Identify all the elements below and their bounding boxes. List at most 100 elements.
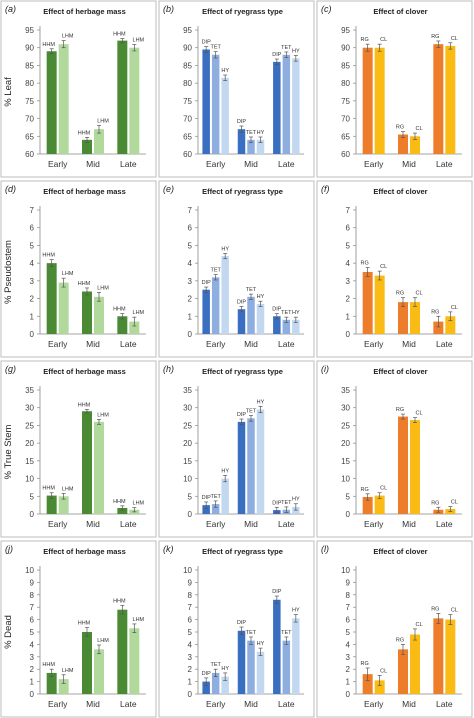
chart-title: Effect of clover — [373, 187, 427, 196]
bar — [129, 47, 140, 154]
y-tick-label: 35 — [183, 386, 192, 395]
y-tick-label: 2 — [30, 295, 35, 304]
y-tick-label: 25 — [183, 421, 192, 430]
series-label: RG — [396, 291, 404, 297]
x-tick-label: Mid — [402, 699, 416, 709]
x-tick-label: Late — [120, 159, 137, 169]
panel-label: (c) — [321, 4, 332, 14]
y-tick-label: 25 — [341, 421, 350, 430]
y-axis-label: % Pseudostem — [3, 240, 14, 304]
series-label: HY — [257, 294, 265, 300]
series-label: RG — [396, 407, 404, 413]
bar — [82, 139, 92, 154]
y-tick-label: 85 — [25, 61, 34, 70]
panel-frame — [316, 360, 473, 538]
chart-panel: (j) Effect of herbage mass 0 1 2 3 4 5 6 7 8 9 10 % D… — [0, 540, 157, 718]
series-label: TET — [281, 500, 292, 506]
bar — [247, 296, 255, 334]
series-label: DIP — [237, 300, 247, 306]
y-tick-label: 7 — [30, 206, 35, 215]
series-label: TET — [281, 630, 292, 636]
chart-panel: (a) Effect of herbage mass 60 65 70 75 80 85 90 9… — [0, 0, 157, 178]
bar — [94, 421, 104, 514]
panel-label: (b) — [163, 4, 174, 14]
bar — [46, 51, 57, 154]
y-tick-label: 5 — [30, 241, 35, 250]
bar — [82, 411, 92, 514]
bar — [398, 134, 408, 154]
chart-title: Effect of herbage mass — [43, 547, 126, 556]
y-tick-label: 20 — [183, 439, 192, 448]
x-tick-label: Early — [206, 339, 226, 349]
y-tick-label: 5 — [188, 628, 193, 637]
y-tick-label: 2 — [346, 295, 351, 304]
y-tick-label: 70 — [341, 115, 350, 124]
y-tick-label: 6 — [188, 224, 193, 233]
chart-panel: (b) Effect of ryegrass type 60 65 70 75 80 85 90… — [158, 0, 315, 178]
chart-title: Effect of clover — [373, 7, 427, 16]
x-tick-label: Mid — [402, 519, 416, 529]
bar — [247, 418, 255, 514]
series-label: HHM — [78, 130, 91, 136]
x-tick-label: Early — [206, 699, 226, 709]
bar — [237, 421, 246, 514]
bar — [221, 256, 229, 334]
x-tick-label: Early — [206, 159, 226, 169]
y-tick-label: 95 — [341, 26, 350, 35]
chart-title: Effect of clover — [373, 547, 427, 556]
y-tick-label: 10 — [183, 475, 192, 484]
y-tick-label: 75 — [341, 97, 350, 106]
y-tick-label: 3 — [188, 277, 193, 286]
bar — [282, 54, 291, 154]
y-tick-label: 8 — [188, 591, 193, 600]
series-label: HHM — [78, 621, 91, 627]
x-tick-label: Mid — [244, 159, 258, 169]
series-label: RG — [431, 34, 439, 40]
y-tick-label: 9 — [188, 578, 193, 587]
y-tick-label: 0 — [346, 330, 351, 339]
bar — [398, 302, 408, 334]
y-tick-label: 10 — [25, 475, 34, 484]
series-label: HHM — [42, 42, 55, 48]
bar — [46, 672, 57, 694]
series-label: LHM — [97, 285, 109, 291]
bar — [273, 61, 281, 155]
y-tick-label: 90 — [341, 44, 350, 53]
bar — [58, 282, 69, 334]
x-tick-label: Mid — [86, 519, 100, 529]
bar — [46, 263, 57, 334]
x-tick-label: Late — [436, 699, 453, 709]
y-tick-label: 1 — [346, 678, 351, 687]
y-tick-label: 75 — [183, 97, 192, 106]
y-tick-label: 35 — [341, 386, 350, 395]
panel-label: (a) — [5, 4, 16, 14]
y-tick-label: 0 — [346, 690, 351, 699]
series-label: TET — [281, 310, 292, 316]
series-label: HHM — [113, 598, 126, 604]
bar — [129, 628, 140, 694]
y-tick-label: 3 — [346, 277, 351, 286]
series-label: HY — [221, 68, 229, 74]
chart-panel: (l) Effect of clover 0 1 2 3 4 5 6 7 8 9 10 Early RG CL… — [316, 540, 473, 718]
series-label: RG — [361, 261, 369, 267]
series-label: RG — [431, 500, 439, 506]
series-label: HY — [257, 130, 265, 136]
y-tick-label: 0 — [188, 690, 193, 699]
bar — [117, 507, 128, 514]
y-tick-label: 1 — [188, 312, 193, 321]
y-tick-label: 5 — [346, 628, 351, 637]
y-tick-label: 5 — [30, 628, 35, 637]
chart-title: Effect of ryegrass type — [202, 187, 283, 196]
series-label: LHM — [133, 38, 145, 44]
y-tick-label: 5 — [30, 492, 35, 501]
bar — [202, 505, 210, 514]
y-tick-label: 4 — [188, 640, 193, 649]
y-tick-label: 4 — [346, 640, 351, 649]
x-tick-label: Mid — [86, 699, 100, 709]
bar — [58, 496, 69, 514]
series-label: HHM — [113, 499, 126, 505]
series-label: LHM — [62, 34, 74, 40]
bar — [129, 321, 140, 334]
y-tick-label: 4 — [346, 259, 351, 268]
bar — [374, 495, 385, 514]
